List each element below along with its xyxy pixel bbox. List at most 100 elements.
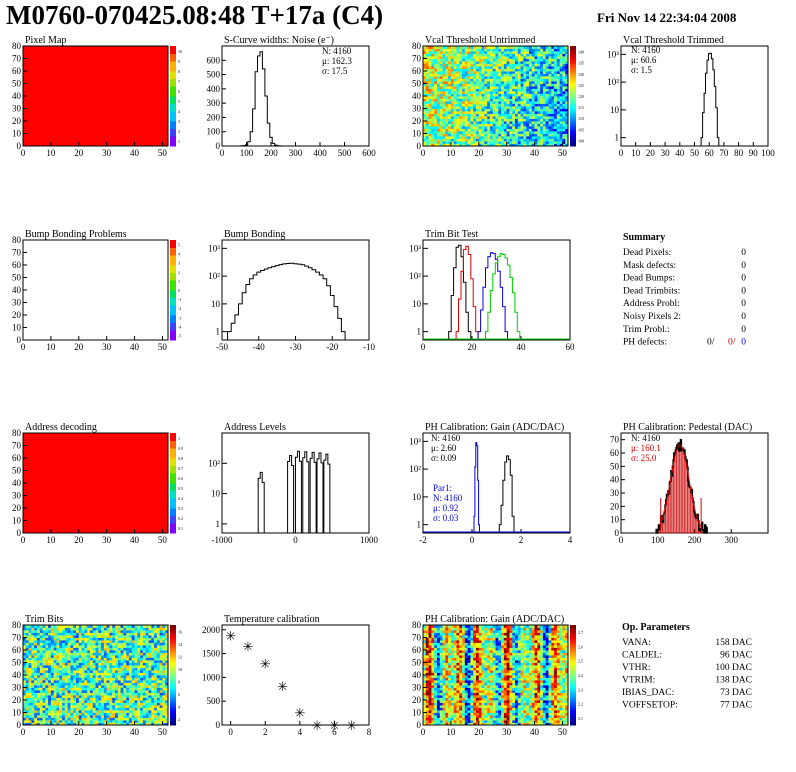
map-cell (467, 143, 471, 147)
map-cell (48, 660, 52, 663)
map-cell (73, 717, 77, 721)
palette-tick-label: -5 (178, 333, 181, 338)
map-cell (34, 717, 38, 721)
map-cell (131, 630, 135, 633)
map-cell (123, 660, 127, 663)
map-cell (42, 682, 46, 686)
map-cell (448, 123, 452, 127)
map-cell (501, 58, 505, 62)
map-cell (498, 86, 502, 89)
map-cell (34, 650, 38, 653)
map-cell (109, 635, 113, 638)
map-cell (565, 71, 569, 74)
map-cell (70, 692, 74, 696)
map-cell (64, 665, 69, 668)
map-cell (53, 635, 57, 638)
map-cell (545, 123, 549, 127)
map-cell (481, 46, 485, 49)
map-cell (545, 108, 549, 112)
map-cell (565, 86, 569, 89)
map-cell (109, 710, 113, 713)
map-cell (101, 655, 105, 658)
map-cell (523, 138, 527, 142)
map-cell (117, 695, 121, 698)
map-cell (528, 113, 533, 117)
map-cell (134, 625, 138, 628)
map-cell (423, 138, 427, 142)
map-cell (89, 627, 94, 631)
map-cell (434, 113, 438, 117)
map-cell (520, 83, 524, 87)
histogram-series (227, 262, 349, 341)
map-cell (503, 116, 508, 119)
map-cell (442, 133, 446, 137)
palette-cell (170, 640, 176, 643)
map-cell (459, 73, 463, 77)
map-cell (103, 647, 108, 651)
map-cell (473, 81, 477, 84)
map-cell (475, 66, 480, 69)
map-cell (84, 717, 88, 721)
palette-cell (170, 687, 176, 691)
histogram-outline (655, 438, 708, 534)
map-cell (34, 667, 38, 671)
map-cell (162, 690, 166, 693)
palette-cell (170, 695, 176, 698)
map-cell (137, 667, 141, 671)
map-cell (448, 48, 452, 52)
map-cell (117, 642, 121, 646)
map-cell (492, 720, 496, 723)
map-cell (145, 717, 149, 721)
map-cell (428, 101, 432, 104)
map-cell (67, 685, 71, 688)
map-cell (515, 51, 519, 54)
map-cell (87, 662, 91, 666)
map-cell (36, 685, 41, 688)
map-cell (103, 642, 108, 646)
summary-value: 0 (741, 248, 746, 258)
map-cell (442, 126, 446, 129)
map-cell (448, 66, 452, 69)
map-cell (101, 695, 105, 698)
map-cell (89, 665, 94, 668)
map-cell (442, 73, 446, 77)
map-cell (128, 642, 133, 646)
map-cell (520, 88, 524, 92)
map-cell (95, 675, 99, 678)
map-cell (470, 56, 474, 59)
map-cell (462, 83, 466, 87)
map-cell (131, 660, 135, 663)
map-cell (128, 645, 133, 648)
map-cell (34, 675, 38, 678)
map-cell (25, 707, 29, 711)
map-cell (162, 680, 166, 683)
map-cell (509, 128, 513, 132)
map-cell (78, 625, 82, 628)
map-cell (436, 143, 441, 147)
map-cell (109, 642, 113, 646)
x-tick-label: 10 (46, 727, 56, 737)
map-cell (64, 715, 69, 718)
map-cell (531, 116, 535, 119)
map-cell (473, 58, 477, 62)
map-cell (34, 697, 38, 701)
map-cell (545, 111, 549, 114)
y-tick-label: 80 (12, 428, 22, 438)
map-cell (126, 627, 130, 631)
map-cell (515, 83, 519, 87)
map-cell (428, 51, 432, 54)
map-cell (517, 81, 521, 84)
map-cell (517, 91, 521, 94)
map-cell (565, 138, 569, 142)
map-cell (101, 640, 105, 643)
map-cell (159, 715, 163, 718)
map-cell (154, 715, 158, 718)
map-cell (442, 86, 446, 89)
palette-tick-label: 14 (178, 642, 182, 647)
palette-cell (170, 470, 176, 474)
map-cell (128, 665, 133, 668)
map-cell (120, 632, 124, 636)
map-cell (439, 63, 443, 67)
map-cell (112, 700, 116, 703)
